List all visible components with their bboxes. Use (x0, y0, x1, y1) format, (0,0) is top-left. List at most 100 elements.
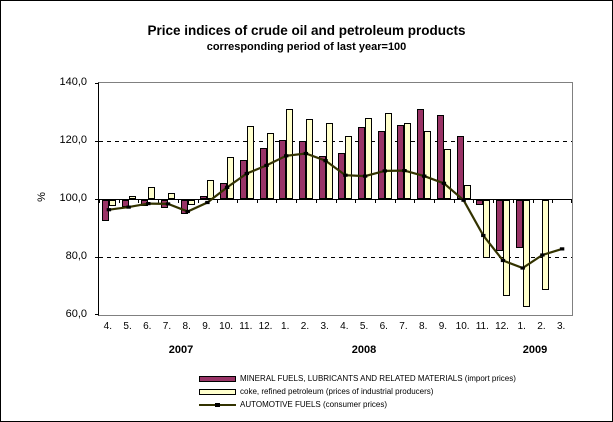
month-label: 1. (281, 321, 290, 332)
month-label: 2. (537, 321, 546, 332)
bar-coke-petroleum-2.2009 (542, 200, 550, 290)
x-axis-tick (355, 199, 357, 203)
x-axis-tick (138, 199, 140, 203)
y-tick-label: 140,0 (59, 76, 87, 88)
year-label-2008: 2008 (351, 344, 377, 356)
year-label-2007: 2007 (168, 344, 194, 356)
month-label: 8. (419, 321, 428, 332)
x-axis-tick (158, 199, 160, 203)
bar-coke-petroleum-1.2009 (522, 200, 530, 308)
month-label: 9. (438, 321, 448, 332)
month-label: 11. (239, 321, 253, 332)
x-axis-tick (552, 199, 554, 203)
plot-area (95, 82, 573, 316)
bar-mineral-fuels-1.2009 (515, 200, 523, 248)
bar-coke-petroleum-8.2008 (424, 130, 432, 199)
x-axis-tick (177, 199, 179, 203)
legend-label: AUTOMOTIVE FUELS (consumer prices) (240, 400, 387, 409)
coke-petroleum-bar-swatch (199, 388, 236, 395)
bar-coke-petroleum-5.2007 (128, 195, 136, 199)
bar-coke-petroleum-11.2008 (483, 200, 491, 258)
gridline-dashed-80 (99, 257, 572, 258)
x-axis-tick (276, 199, 278, 203)
x-axis-tick (296, 199, 298, 203)
y-tick-label: 60,0 (65, 308, 87, 320)
chart-subtitle: corresponding period of last year=100 (206, 41, 407, 53)
x-axis-tick (453, 199, 455, 203)
x-axis-tick (315, 199, 317, 203)
x-axis-tick (512, 199, 514, 203)
bar-mineral-fuels-5.2008 (358, 127, 366, 199)
x-axis-year-labels: 2007 2008 2009 (98, 344, 571, 358)
y-axis-title: % (35, 192, 48, 202)
month-label: 6. (143, 321, 152, 332)
y-axis-tick (95, 83, 99, 84)
bar-mineral-fuels-6.2008 (377, 130, 385, 199)
x-axis-month-labels: 4. 5. 6. 7. 8. 9. 10. 11. 12. 1. 2. 3. 4. 5. 6. 7. 8. 9. 1… (98, 321, 571, 334)
month-label: 4. (103, 321, 113, 332)
legend-label: MINERAL FUELS, LUBRICANTS AND RELATED MA… (240, 374, 516, 383)
month-label: 10. (455, 321, 470, 332)
legend-label: coke, refined petroleum (prices of indus… (240, 387, 434, 396)
legend-item-mineral-fuels: MINERAL FUELS, LUBRICANTS AND RELATED MA… (199, 372, 516, 385)
bar-mineral-fuels-2.2008 (298, 141, 306, 199)
x-axis-tick (197, 199, 199, 203)
bar-mineral-fuels-9.2008 (436, 114, 444, 199)
x-axis-tick (217, 199, 219, 203)
month-label: 7. (399, 321, 408, 332)
month-label: 8. (182, 321, 191, 332)
x-axis-tick (335, 199, 337, 203)
bar-coke-petroleum-2.2008 (305, 118, 313, 199)
y-tick-label: 120,0 (59, 134, 87, 146)
y-axis-tick (95, 257, 99, 258)
bar-coke-petroleum-6.2007 (148, 186, 156, 199)
month-label: 7. (162, 321, 172, 332)
x-axis-tick (256, 199, 258, 203)
y-axis-tick (95, 141, 99, 142)
month-label: 12. (495, 321, 509, 332)
x-axis-tick (532, 199, 534, 203)
x-axis-tick (493, 199, 495, 203)
y-tick-label: 80,0 (65, 250, 87, 262)
month-label: 6. (379, 321, 388, 332)
bar-coke-petroleum-4.2008 (345, 136, 353, 199)
bar-coke-petroleum-1.2008 (286, 108, 294, 199)
month-label: 10. (219, 321, 234, 332)
bar-mineral-fuels-11.2008 (476, 200, 484, 205)
y-axis-tick (95, 199, 99, 200)
bar-coke-petroleum-5.2008 (365, 118, 373, 199)
bar-coke-petroleum-4.2007 (108, 200, 116, 206)
automotive-fuels-line-swatch (199, 402, 236, 407)
x-axis-tick (374, 199, 376, 203)
x-axis-tick (571, 199, 572, 203)
bar-coke-petroleum-10.2007 (227, 156, 235, 199)
month-label: 4. (340, 321, 349, 332)
bar-mineral-fuels-9.2007 (200, 196, 208, 199)
bar-mineral-fuels-8.2007 (180, 200, 188, 214)
bar-mineral-fuels-3.2008 (318, 156, 326, 199)
bar-coke-petroleum-10.2008 (463, 185, 471, 199)
year-label-2009: 2009 (522, 344, 548, 356)
month-label: 1. (517, 321, 526, 332)
bar-mineral-fuels-7.2008 (397, 125, 405, 199)
legend-item-automotive-fuels: AUTOMOTIVE FUELS (consumer prices) (199, 398, 516, 411)
x-axis-tick (99, 199, 100, 203)
bar-coke-petroleum-8.2007 (187, 200, 195, 205)
x-axis-tick (414, 199, 416, 203)
mineral-fuels-bar-swatch (199, 375, 236, 382)
x-axis-tick (434, 199, 436, 203)
month-label: 3. (320, 321, 329, 332)
y-axis-tick (95, 314, 99, 315)
bar-mineral-fuels-11.2007 (239, 160, 247, 199)
bar-mineral-fuels-12.2007 (259, 148, 267, 199)
month-label: 12. (258, 321, 273, 332)
automotive-fuels-line (106, 151, 565, 270)
bar-coke-petroleum-7.2008 (404, 122, 412, 199)
bar-coke-petroleum-12.2008 (503, 200, 511, 297)
month-label: 9. (202, 321, 211, 332)
bar-mineral-fuels-1.2008 (279, 140, 287, 199)
bar-coke-petroleum-11.2007 (246, 126, 254, 199)
month-label: 5. (123, 321, 132, 332)
y-tick-label: 100,0 (59, 192, 87, 204)
